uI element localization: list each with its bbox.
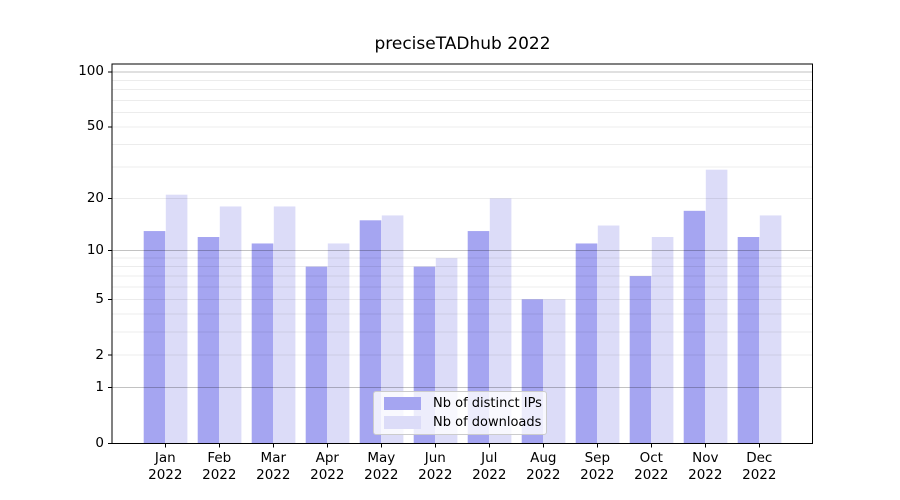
- x-tick-label-jan: Jan 2022: [135, 450, 195, 483]
- x-tick-month: Apr: [315, 450, 339, 466]
- x-tick-label-dec: Dec 2022: [729, 450, 789, 483]
- x-tick-label-jul: Jul 2022: [459, 450, 519, 483]
- bar-distinct-ips-apr: [305, 266, 328, 444]
- bar-downloads-dec: [759, 215, 782, 444]
- x-tick-year: 2022: [364, 466, 399, 483]
- x-tick-label-jun: Jun 2022: [405, 450, 465, 483]
- x-tick-month: Nov: [692, 450, 719, 466]
- x-tick-year: 2022: [256, 466, 291, 483]
- plot-border: [111, 63, 813, 444]
- y-tick-label-2: 2: [95, 346, 104, 363]
- x-tick-month: Jan: [154, 450, 176, 466]
- bar-distinct-ips-jan: [143, 231, 166, 444]
- legend: Nb of distinct IPs Nb of downloads: [373, 391, 547, 435]
- bar-distinct-ips-dec: [737, 237, 760, 444]
- x-tick-year: 2022: [310, 466, 345, 483]
- x-tick-year: 2022: [418, 466, 453, 483]
- bar-downloads-jul: [489, 198, 512, 444]
- bar-downloads-oct: [651, 237, 674, 444]
- x-tick-label-nov: Nov 2022: [675, 450, 735, 483]
- bar-downloads-mar: [273, 206, 296, 444]
- x-tick-year: 2022: [742, 466, 777, 483]
- y-tick-label-100: 100: [78, 63, 104, 80]
- x-tick-label-feb: Feb 2022: [189, 450, 249, 483]
- x-tick-month: Sep: [584, 450, 611, 466]
- x-tick-label-aug: Aug 2022: [513, 450, 573, 483]
- legend-label-downloads: Nb of downloads: [433, 415, 542, 430]
- x-tick-year: 2022: [202, 466, 237, 483]
- x-tick-year: 2022: [580, 466, 615, 483]
- legend-swatch-downloads-icon: [384, 416, 421, 429]
- chart-title: preciseTADhub 2022: [374, 34, 551, 54]
- bar-distinct-ips-feb: [197, 237, 220, 444]
- x-tick-label-oct: Oct 2022: [621, 450, 681, 483]
- legend-label-distinct-ips: Nb of distinct IPs: [433, 396, 542, 411]
- bar-downloads-may: [381, 215, 404, 444]
- legend-item-distinct-ips: Nb of distinct IPs: [384, 396, 546, 411]
- x-tick-month: Mar: [260, 450, 287, 466]
- bar-downloads-jan: [165, 194, 188, 444]
- x-tick-month: Jul: [481, 450, 498, 466]
- bar-distinct-ips-jul: [467, 231, 490, 444]
- x-tick-year: 2022: [634, 466, 669, 483]
- bar-downloads-feb: [219, 206, 242, 444]
- x-tick-label-may: May 2022: [351, 450, 411, 483]
- bar-downloads-nov: [705, 169, 728, 444]
- y-tick-label-50: 50: [86, 118, 104, 135]
- bar-distinct-ips-may: [359, 220, 382, 444]
- x-tick-month: May: [367, 450, 396, 466]
- bar-distinct-ips-oct: [629, 276, 652, 444]
- x-tick-year: 2022: [526, 466, 561, 483]
- x-tick-month: Jun: [424, 450, 446, 466]
- bar-downloads-sep: [597, 225, 620, 444]
- y-tick-label-10: 10: [86, 241, 104, 258]
- x-tick-year: 2022: [148, 466, 183, 483]
- bar-distinct-ips-mar: [251, 243, 274, 444]
- x-tick-month: Feb: [207, 450, 232, 466]
- legend-swatch-distinct-ips-icon: [384, 397, 421, 410]
- bar-distinct-ips-sep: [575, 243, 598, 444]
- bar-distinct-ips-nov: [683, 210, 706, 444]
- bar-downloads-aug: [543, 299, 566, 444]
- x-tick-year: 2022: [472, 466, 507, 483]
- legend-item-downloads: Nb of downloads: [384, 415, 546, 430]
- x-tick-month: Dec: [746, 450, 773, 466]
- x-tick-month: Aug: [530, 450, 557, 466]
- x-tick-label-apr: Apr 2022: [297, 450, 357, 483]
- bar-downloads-apr: [327, 243, 350, 444]
- x-tick-label-mar: Mar 2022: [243, 450, 303, 483]
- x-tick-month: Oct: [639, 450, 663, 466]
- y-tick-label-0: 0: [95, 435, 104, 451]
- x-tick-year: 2022: [688, 466, 723, 483]
- y-tick-label-5: 5: [95, 290, 104, 307]
- y-tick-label-20: 20: [86, 189, 104, 206]
- y-tick-label-1: 1: [95, 379, 104, 396]
- x-tick-label-sep: Sep 2022: [567, 450, 627, 483]
